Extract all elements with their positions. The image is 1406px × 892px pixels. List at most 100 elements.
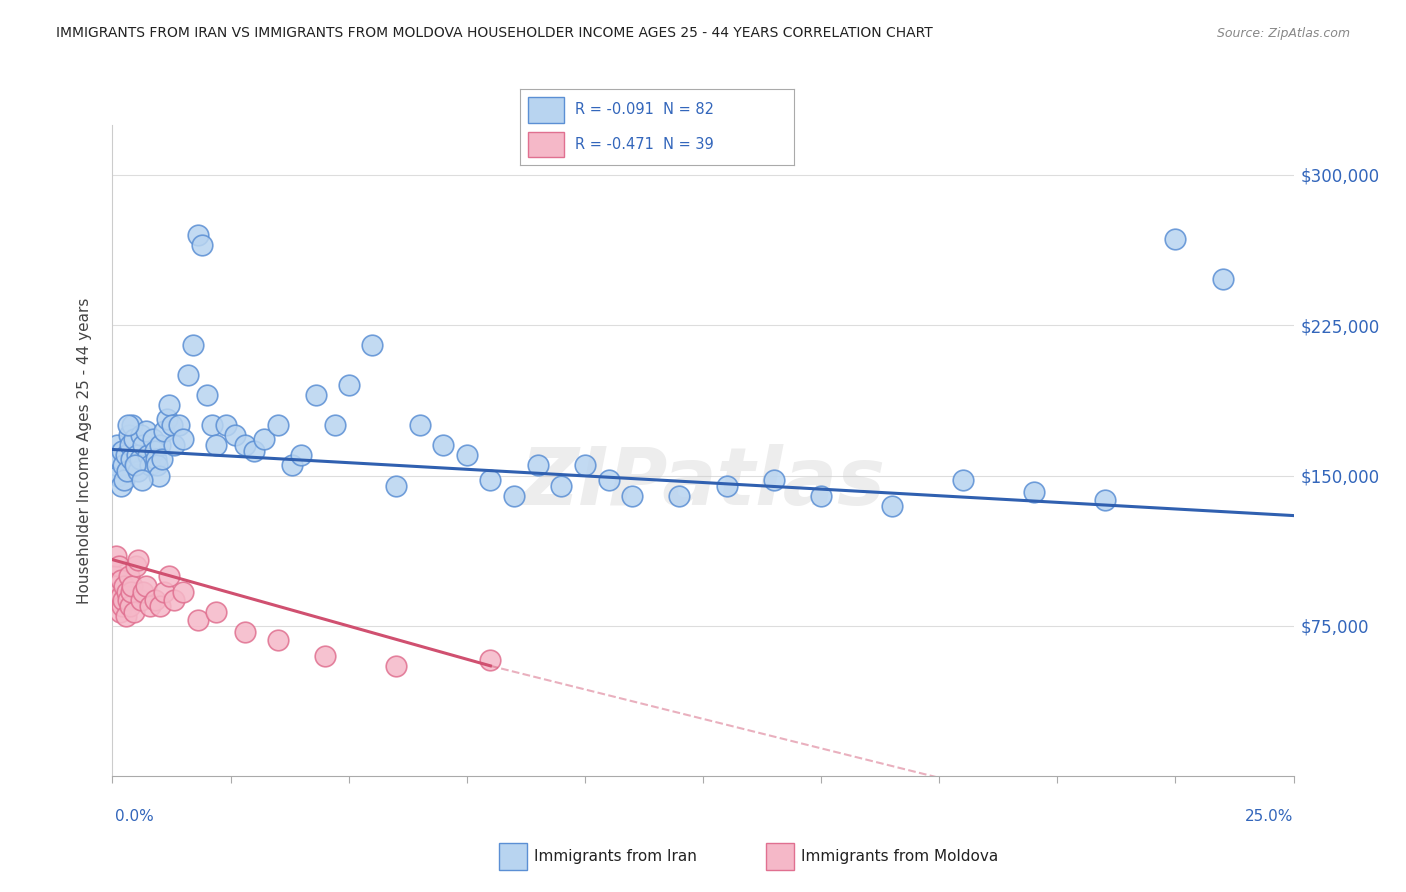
Point	[118, 568, 141, 582]
Point	[135, 579, 157, 593]
Point	[503, 489, 526, 503]
Point	[1094, 492, 1116, 507]
Point	[281, 458, 304, 473]
Point	[621, 489, 644, 503]
Point	[122, 433, 145, 447]
Point	[110, 478, 132, 492]
Point	[337, 378, 360, 392]
Point	[112, 473, 135, 487]
Point	[131, 473, 153, 487]
Point	[115, 465, 138, 479]
Point	[224, 428, 246, 442]
Point	[111, 599, 134, 613]
Point	[124, 458, 146, 473]
Point	[810, 489, 832, 503]
Bar	[529, 132, 564, 158]
Point	[186, 613, 208, 627]
Point	[195, 388, 218, 402]
Point	[157, 568, 180, 582]
Point	[136, 449, 159, 463]
Point	[105, 458, 128, 473]
Point	[120, 438, 142, 452]
Text: 25.0%: 25.0%	[1246, 809, 1294, 823]
Point	[952, 473, 974, 487]
Point	[167, 418, 190, 433]
Point	[111, 444, 134, 458]
Point	[716, 478, 738, 492]
Point	[191, 238, 214, 252]
Point	[145, 452, 167, 467]
Point	[104, 568, 127, 582]
Point	[233, 438, 256, 452]
Point	[186, 228, 208, 243]
Point	[157, 398, 180, 412]
Point	[290, 449, 312, 463]
Point	[432, 438, 454, 452]
Point	[156, 412, 179, 426]
Point	[142, 433, 165, 447]
Point	[146, 458, 169, 473]
Text: Source: ZipAtlas.com: Source: ZipAtlas.com	[1216, 27, 1350, 39]
Point	[1164, 232, 1187, 246]
Point	[121, 418, 143, 433]
Point	[110, 589, 132, 603]
Point	[122, 605, 145, 619]
Point	[215, 418, 238, 433]
Point	[1212, 272, 1234, 286]
Text: ZIPatlas: ZIPatlas	[520, 444, 886, 522]
Point	[233, 624, 256, 639]
Point	[668, 489, 690, 503]
Point	[163, 592, 186, 607]
Point	[177, 368, 200, 383]
Point	[201, 418, 224, 433]
Point	[105, 592, 128, 607]
Point	[385, 478, 408, 492]
Point	[243, 444, 266, 458]
Point	[153, 584, 176, 599]
Point	[132, 438, 155, 452]
Point	[598, 473, 620, 487]
Point	[149, 599, 172, 613]
Point	[762, 473, 785, 487]
Point	[110, 573, 132, 587]
Point	[125, 449, 148, 463]
Point	[153, 425, 176, 439]
Text: IMMIGRANTS FROM IRAN VS IMMIGRANTS FROM MOLDOVA HOUSEHOLDER INCOME AGES 25 - 44 : IMMIGRANTS FROM IRAN VS IMMIGRANTS FROM …	[56, 26, 934, 40]
Point	[172, 433, 194, 447]
Point	[105, 549, 128, 563]
Y-axis label: Householder Income Ages 25 - 44 years: Householder Income Ages 25 - 44 years	[77, 297, 91, 604]
Point	[143, 444, 166, 458]
Point	[108, 605, 131, 619]
Text: 0.0%: 0.0%	[115, 809, 155, 823]
Text: Immigrants from Iran: Immigrants from Iran	[534, 849, 697, 863]
Point	[117, 418, 139, 433]
Point	[149, 438, 172, 452]
Point	[128, 452, 150, 467]
Point	[361, 338, 384, 352]
Point	[574, 458, 596, 473]
Point	[385, 658, 408, 673]
Point	[150, 452, 173, 467]
Point	[880, 499, 903, 513]
Point	[114, 608, 136, 623]
Bar	[529, 97, 564, 122]
Point	[107, 558, 129, 573]
Point	[125, 558, 148, 573]
Point	[127, 552, 149, 566]
Point	[253, 433, 276, 447]
Point	[172, 584, 194, 599]
Point	[135, 425, 157, 439]
Point	[125, 458, 148, 473]
Point	[139, 458, 162, 473]
Point	[129, 592, 152, 607]
Point	[132, 584, 155, 599]
Point	[114, 449, 136, 463]
Text: R = -0.091  N = 82: R = -0.091 N = 82	[575, 103, 714, 117]
Point	[323, 418, 346, 433]
Point	[120, 599, 142, 613]
Point	[304, 388, 326, 402]
Text: Immigrants from Moldova: Immigrants from Moldova	[801, 849, 998, 863]
Point	[115, 584, 138, 599]
Point	[107, 468, 129, 483]
Point	[205, 438, 228, 452]
